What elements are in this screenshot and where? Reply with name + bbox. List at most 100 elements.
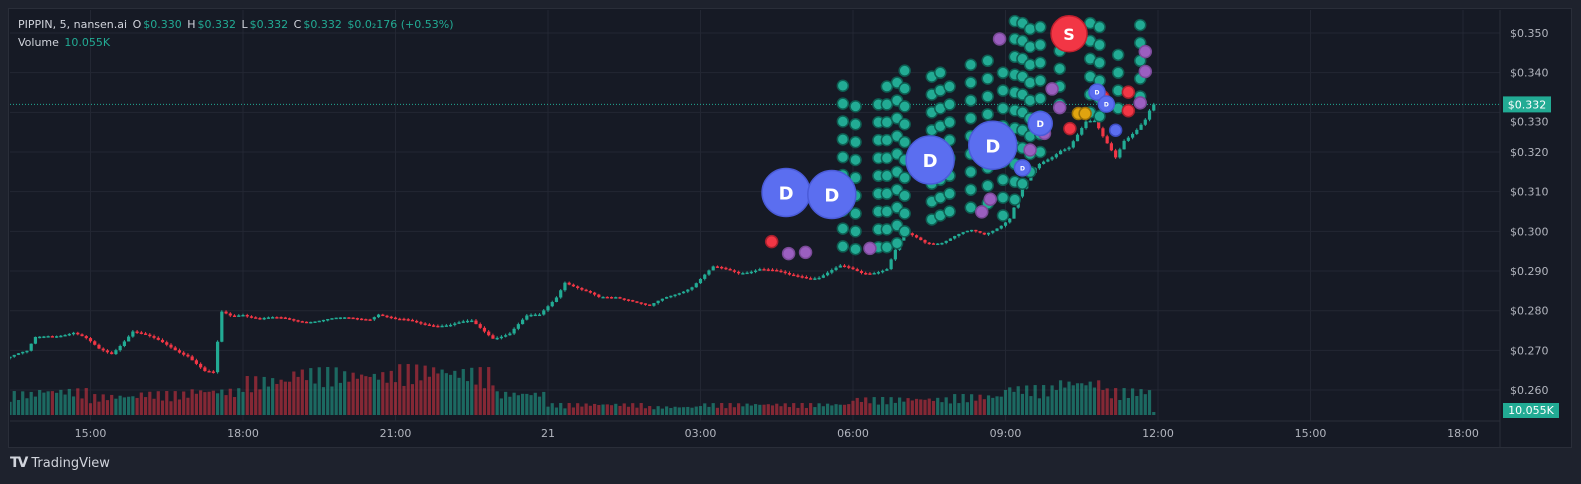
volume-bar [410,384,415,415]
volume-bar [67,388,71,415]
candle-body [940,242,944,245]
volume-bar [571,407,576,415]
purple-dot [1045,82,1059,96]
volume-bar [813,407,817,415]
tradingview-logo-text: TradingView [31,455,110,471]
buy-dot [943,205,956,218]
candle-body [203,367,207,372]
candle-body [478,324,482,328]
candle-body [50,336,54,338]
candle-body [660,298,664,301]
volume-bar [59,389,63,415]
candle-body [38,336,42,339]
volume-bar [525,393,529,415]
candle-body [673,294,677,297]
volume-bar [931,400,936,415]
price-tick-label: $0.290 [1510,265,1549,278]
buy-dot [996,84,1010,97]
volume-bar [762,404,766,415]
candle-body [559,290,563,298]
candle-body [580,287,584,290]
volume-bar [482,388,487,415]
legend-close-value: $0.332 [303,18,342,31]
candle-body [1122,140,1126,150]
volume-bar [131,396,135,415]
candle-body [1152,104,1156,111]
time-tick-label: 15:00 [1295,427,1327,440]
buy-dot [964,58,978,71]
candle-body [148,334,152,337]
candle-body [516,324,520,329]
volume-bar [639,403,643,415]
candle-body [537,314,542,317]
candle-body [1088,120,1092,123]
buy-dot [1093,38,1106,52]
candle-body [1097,120,1101,129]
volume-bar [753,404,758,415]
volume-bar [906,398,910,415]
volume-bar [847,404,851,415]
price-chart[interactable]: $0.350 $0.340 $0.330 $0.320 $0.310 $0.300 $0.2… [0,0,1581,450]
candle-body [961,232,965,234]
volume-bar [173,391,177,415]
buy-dot [898,135,911,149]
volume-bar [618,405,622,415]
candle-body [114,350,118,355]
buy-dot [836,133,850,146]
volume-bar [745,403,749,415]
candle-body [46,336,50,338]
volume-bar [800,403,804,415]
candle-body [427,324,431,326]
volume-bar [156,391,160,415]
d-marker-label: D [824,186,839,207]
candle-body [338,317,343,319]
volume-bar [948,403,953,415]
candle-body [410,319,415,322]
volume-bar [101,394,105,415]
candle-body [29,343,33,351]
volume-bar [758,404,762,415]
candle-body [1147,110,1152,120]
legend-volume-label[interactable]: Volume [18,36,59,49]
buy-dot [934,66,947,79]
candle-body [21,351,25,354]
candle-body [855,269,859,272]
volume-bar [148,391,152,415]
buy-dot [836,222,850,235]
volume-bar [1135,396,1139,415]
s-marker [1050,15,1088,53]
volume-bar [393,382,398,415]
volume-bar [1088,381,1092,415]
volume-bar [893,402,897,415]
volume-bar [194,393,199,415]
volume-bar [720,403,724,415]
buy-dot [898,207,911,220]
volume-bar [457,377,461,415]
candle-body [1075,134,1080,142]
volume-bar [554,407,559,415]
candle-body [93,341,97,345]
candle-body [758,269,762,271]
candle-body [970,229,974,232]
volume-bar [432,367,436,415]
candle-body [931,243,936,245]
buy-dot [1053,62,1066,75]
candle-body [1003,222,1008,226]
legend-change: $0.0₂176 (+0.53%) [347,18,454,31]
d-marker-label: D [923,151,938,172]
candle-body [864,272,868,275]
legend-symbol[interactable]: PIPPIN, 5, nansen.ai [18,18,128,31]
chart-widget [8,8,1572,448]
candle-body [25,350,29,353]
volume-bar [97,401,101,415]
candle-body [347,317,351,319]
price-tick-label: $0.340 [1510,67,1549,80]
volume-bar [838,404,842,415]
candle-body [588,291,592,293]
candle-body [436,325,440,328]
volume-bar [1139,389,1143,415]
candle-body [110,352,114,355]
candle-body [953,236,957,239]
buy-dot [996,66,1010,79]
tradingview-logo[interactable]: TV TradingView [10,455,110,471]
